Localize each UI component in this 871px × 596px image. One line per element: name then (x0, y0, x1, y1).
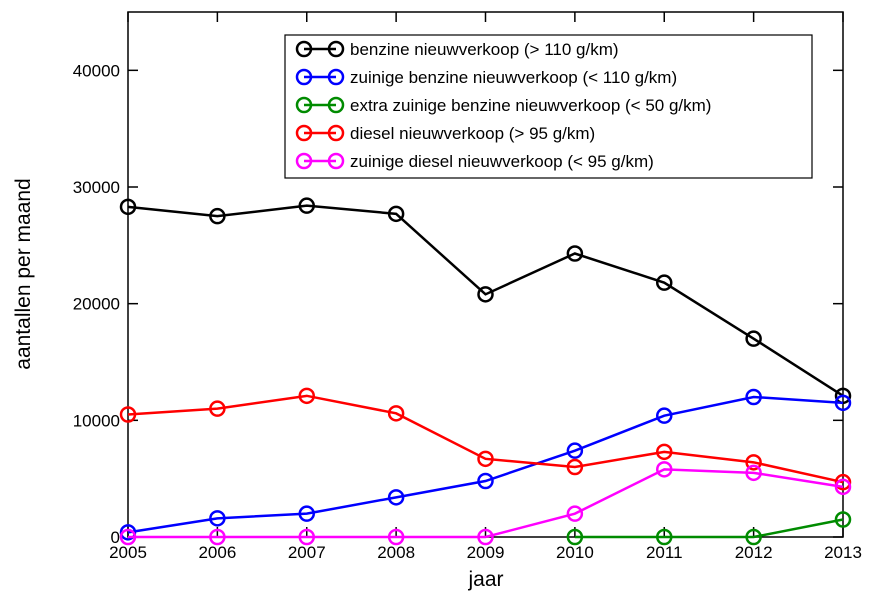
y-tick-label: 0 (111, 528, 120, 547)
x-tick-label: 2006 (198, 543, 236, 562)
data-point (477, 528, 494, 546)
series-line (127, 204, 844, 397)
data-point (745, 454, 762, 471)
data-point (656, 528, 673, 546)
data-point (745, 528, 762, 546)
data-point (566, 505, 584, 522)
x-tick-label: 2008 (377, 543, 415, 562)
data-point (298, 505, 315, 522)
legend-marker (295, 152, 313, 170)
legend-marker (327, 96, 345, 114)
data-point (387, 528, 405, 546)
data-point (566, 245, 584, 262)
x-tick-label: 2009 (467, 543, 505, 562)
data-point (209, 400, 226, 417)
data-point (566, 458, 584, 476)
data-point (298, 528, 315, 546)
data-point (387, 489, 405, 506)
y-tick-label: 10000 (73, 411, 120, 430)
data-point (656, 407, 673, 424)
x-tick-label: 2010 (556, 543, 594, 562)
legend-marker (295, 68, 313, 86)
data-point (298, 197, 315, 214)
data-point (119, 524, 137, 541)
legend-marker (295, 96, 313, 114)
data-point (834, 478, 852, 496)
legend-label: zuinige benzine nieuwverkoop (< 110 g/km… (350, 68, 677, 87)
data-point (745, 464, 762, 482)
legend-marker (295, 124, 313, 142)
legend-marker (327, 124, 345, 142)
series-line (128, 468, 844, 539)
data-point (834, 511, 852, 528)
data-point (566, 528, 584, 546)
data-point (209, 528, 226, 546)
y-tick-label: 40000 (73, 61, 120, 80)
x-axis-label: jaar (467, 568, 503, 591)
data-point (745, 388, 762, 406)
data-point (477, 450, 494, 468)
data-point (656, 274, 673, 291)
data-point (209, 510, 226, 527)
data-point (387, 205, 405, 223)
data-point (834, 394, 852, 412)
data-point (745, 330, 762, 347)
series-line (127, 395, 844, 534)
legend-label: benzine nieuwverkoop (> 110 g/km) (350, 40, 619, 59)
x-tick-label: 2013 (824, 543, 862, 562)
legend-marker (327, 152, 345, 170)
y-tick-label: 20000 (73, 295, 120, 314)
y-tick-label: 30000 (73, 178, 120, 197)
legend-label: zuinige diesel nieuwverkoop (< 95 g/km) (350, 152, 654, 171)
x-tick-label: 2011 (646, 543, 683, 562)
series-line (574, 518, 844, 539)
legend-label: extra zuinige benzine nieuwverkoop (< 50… (350, 96, 711, 115)
data-point (298, 387, 315, 405)
legend-marker (327, 68, 345, 86)
legend-marker (327, 40, 345, 58)
legend-label: diesel nieuwverkoop (> 95 g/km) (350, 124, 595, 143)
x-tick-label: 2005 (109, 543, 147, 562)
data-point (566, 442, 584, 459)
data-point (119, 406, 137, 423)
data-point (834, 473, 852, 491)
data-point (387, 405, 405, 422)
data-point (477, 472, 494, 490)
data-point (656, 443, 673, 461)
y-axis-label: aantallen per maand (12, 178, 35, 369)
x-tick-label: 2007 (288, 543, 326, 562)
series-line (127, 394, 844, 484)
data-point (119, 528, 137, 546)
data-point (656, 461, 673, 478)
legend (284, 34, 813, 179)
data-point (209, 207, 226, 225)
legend-marker (295, 40, 313, 58)
data-point (119, 198, 137, 216)
x-tick-label: 2012 (735, 543, 773, 562)
data-point (477, 286, 494, 303)
